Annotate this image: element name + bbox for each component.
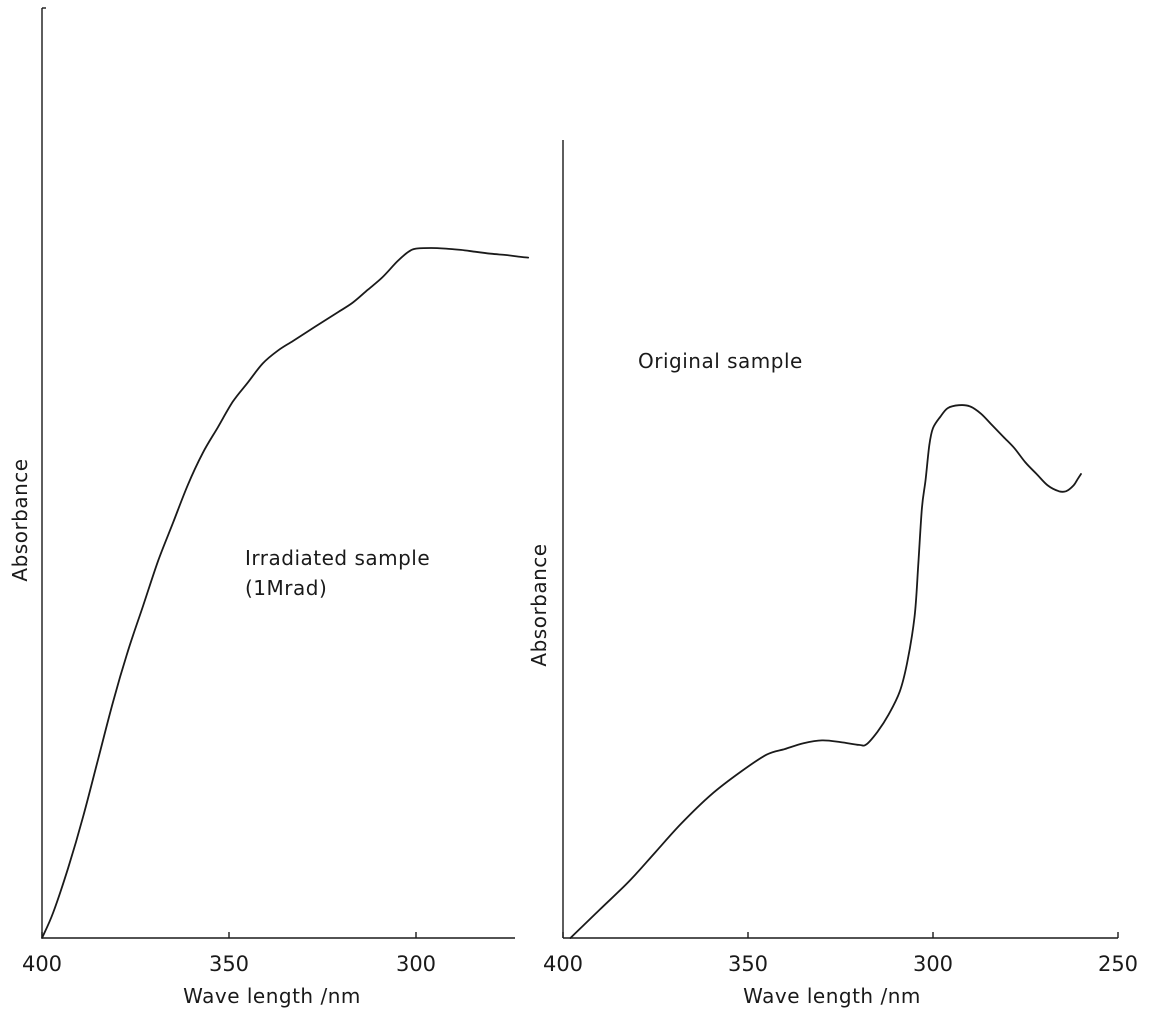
- x-tick-label: 400: [543, 952, 583, 976]
- x-tick-label: 300: [396, 952, 436, 976]
- chart-original: 400 350 300 250 Absorbance Wave length /nm …: [527, 140, 1138, 1008]
- x-ticks-right: 400 350 300 250: [543, 932, 1138, 976]
- y-axis-label-right: Absorbance: [527, 543, 551, 666]
- absorbance-curve-original: [569, 404, 1082, 939]
- x-axis-label-left: Wave length /nm: [183, 984, 361, 1008]
- x-tick-label: 250: [1098, 952, 1138, 976]
- x-tick-label: 400: [22, 952, 62, 976]
- chart-irradiated: 400 350 300 Absorbance Wave length /nm Irr…: [8, 7, 530, 1008]
- x-tick-label: 350: [209, 952, 249, 976]
- absorbance-curve-irradiated: [41, 247, 530, 939]
- x-tick-label: 350: [728, 952, 768, 976]
- annotation-original: Original sample: [638, 349, 803, 373]
- x-axis-label-right: Wave length /nm: [743, 984, 921, 1008]
- annotation-irradiated-line1: Irradiated sample: [245, 546, 430, 570]
- y-axis-label-left: Absorbance: [8, 458, 32, 581]
- annotation-irradiated-line2: (1Mrad): [245, 576, 327, 600]
- x-ticks-left: 400 350 300: [22, 932, 436, 976]
- x-tick-label: 300: [913, 952, 953, 976]
